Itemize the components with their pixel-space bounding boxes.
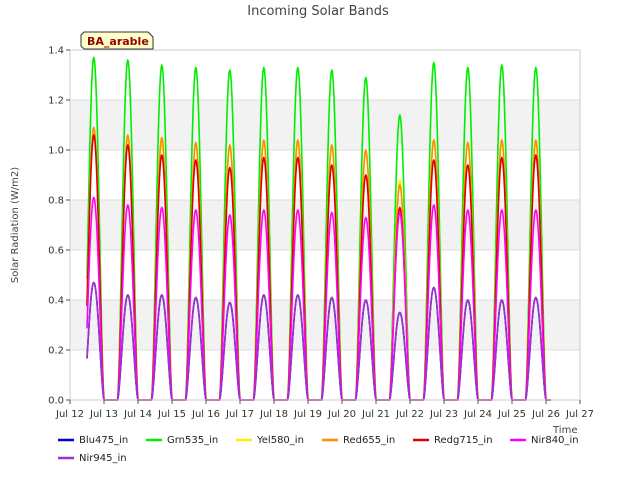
y-tick-label-2: 0.4	[48, 296, 64, 307]
y-tick-label-0: 0.0	[48, 396, 64, 407]
x-tick-label-9: Jul 21	[361, 409, 390, 420]
x-tick-label-15: Jul 27	[565, 409, 594, 420]
legend-label-0: Blu475_in	[79, 435, 128, 446]
x-tick-label-13: Jul 25	[497, 409, 526, 420]
x-tick-label-4: Jul 16	[191, 409, 220, 420]
x-tick-label-1: Jul 13	[89, 409, 118, 420]
x-tick-label-3: Jul 15	[157, 409, 186, 420]
x-axis-ticks: Jul 12 Jul 13 Jul 14 Jul 15 Jul 16 Jul 17 Jul …	[55, 400, 594, 420]
band-3	[70, 200, 580, 250]
x-tick-label-14: Jul 26	[531, 409, 560, 420]
x-tick-label-5: Jul 17	[225, 409, 254, 420]
y-axis-label: Solar Radiation (W/m2)	[10, 167, 21, 283]
y-tick-label-7: 1.4	[48, 46, 64, 57]
x-tick-label-11: Jul 23	[429, 409, 458, 420]
x-tick-label-0: Jul 12	[55, 409, 84, 420]
plot-frame	[69, 49, 581, 401]
legend-label-3: Red655_in	[343, 435, 395, 446]
y-tick-label-3: 0.6	[48, 246, 64, 257]
x-tick-label-10: Jul 22	[395, 409, 424, 420]
site-label-box: BA_arable	[80, 31, 154, 50]
x-tick-label-6: Jul 18	[259, 409, 288, 420]
legend-label-5: Nir840_in	[531, 435, 579, 446]
chart-title: Incoming Solar Bands	[247, 4, 389, 19]
site-label: BA_arable	[87, 35, 149, 48]
x-tick-label-12: Jul 24	[463, 409, 492, 420]
legend-label-6: Nir945_in	[79, 453, 127, 464]
y-tick-label-1: 0.2	[48, 346, 64, 357]
legend: Blu475_in Grn535_in Yel580_in Red655_in Redg…	[58, 435, 579, 464]
legend-label-4: Redg715_in	[434, 435, 493, 446]
legend-label-1: Grn535_in	[167, 435, 218, 446]
x-tick-label-8: Jul 20	[327, 409, 356, 420]
legend-label-2: Yel580_in	[256, 435, 304, 446]
y-tick-label-6: 1.2	[48, 96, 64, 107]
x-tick-label-7: Jul 19	[293, 409, 322, 420]
y-tick-label-4: 0.8	[48, 196, 64, 207]
y-tick-label-5: 1.0	[48, 146, 64, 157]
x-axis-label: Time	[552, 425, 577, 436]
band-5	[70, 100, 580, 150]
x-tick-label-2: Jul 14	[123, 409, 152, 420]
y-axis-ticks: 0.0 0.2 0.4 0.6 0.8 1.0 1.2 1.4	[48, 46, 70, 407]
